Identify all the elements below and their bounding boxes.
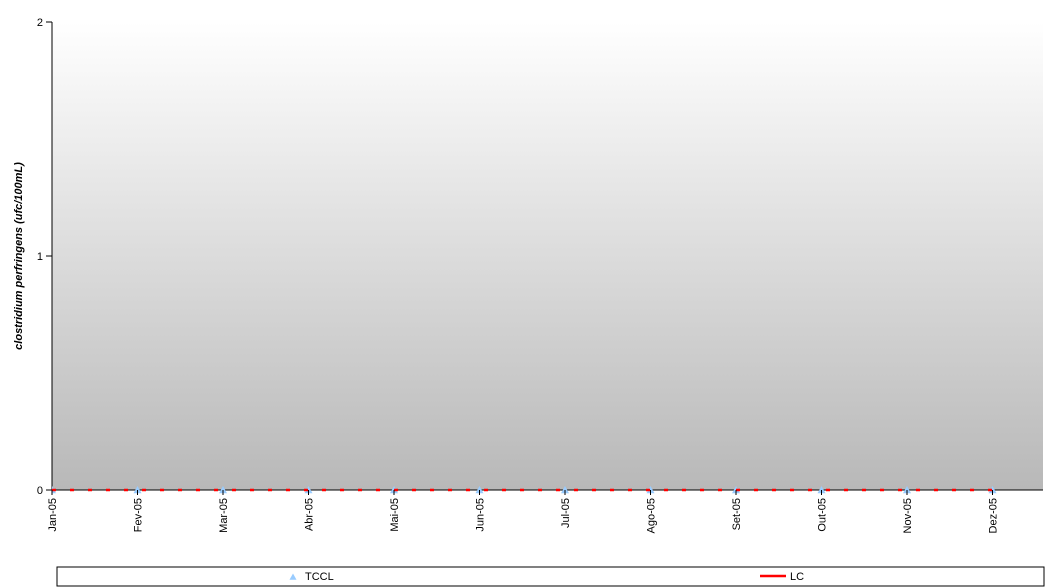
x-tick-label: Jun-05 [475, 498, 487, 532]
x-tick-label: Dez-05 [988, 498, 1000, 533]
marker [988, 486, 997, 494]
x-tick-label: Mai-05 [389, 498, 401, 532]
marker [561, 486, 569, 494]
legend-marker [289, 573, 297, 580]
marker [817, 486, 826, 494]
x-tick-label: Jul-05 [560, 498, 572, 528]
legend-label: LC [790, 571, 804, 583]
plot-area [52, 22, 1043, 490]
y-tick-label: 0 [37, 485, 43, 497]
x-tick-label: Fev-05 [133, 498, 145, 532]
y-tick-label: 2 [37, 17, 43, 29]
y-axis-title: clostridium perfringens (ufc/100mL) [13, 162, 25, 350]
y-tick-label: 1 [37, 251, 43, 263]
x-tick-label: Set-05 [731, 498, 743, 530]
x-tick-label: Ago-05 [646, 498, 658, 533]
marker [133, 486, 142, 494]
x-tick-label: Nov-05 [902, 498, 914, 533]
marker [903, 486, 911, 494]
legend [56, 566, 1045, 587]
marker [304, 486, 313, 494]
marker [646, 486, 655, 494]
legend-label: TCCL [305, 571, 334, 583]
marker [219, 486, 227, 494]
x-tick-label: Mar-05 [218, 498, 230, 533]
marker [475, 486, 484, 494]
x-tick-label: Jan-05 [47, 498, 59, 532]
x-tick-label: Out-05 [817, 498, 829, 532]
x-tick-label: Abr-05 [304, 498, 316, 531]
